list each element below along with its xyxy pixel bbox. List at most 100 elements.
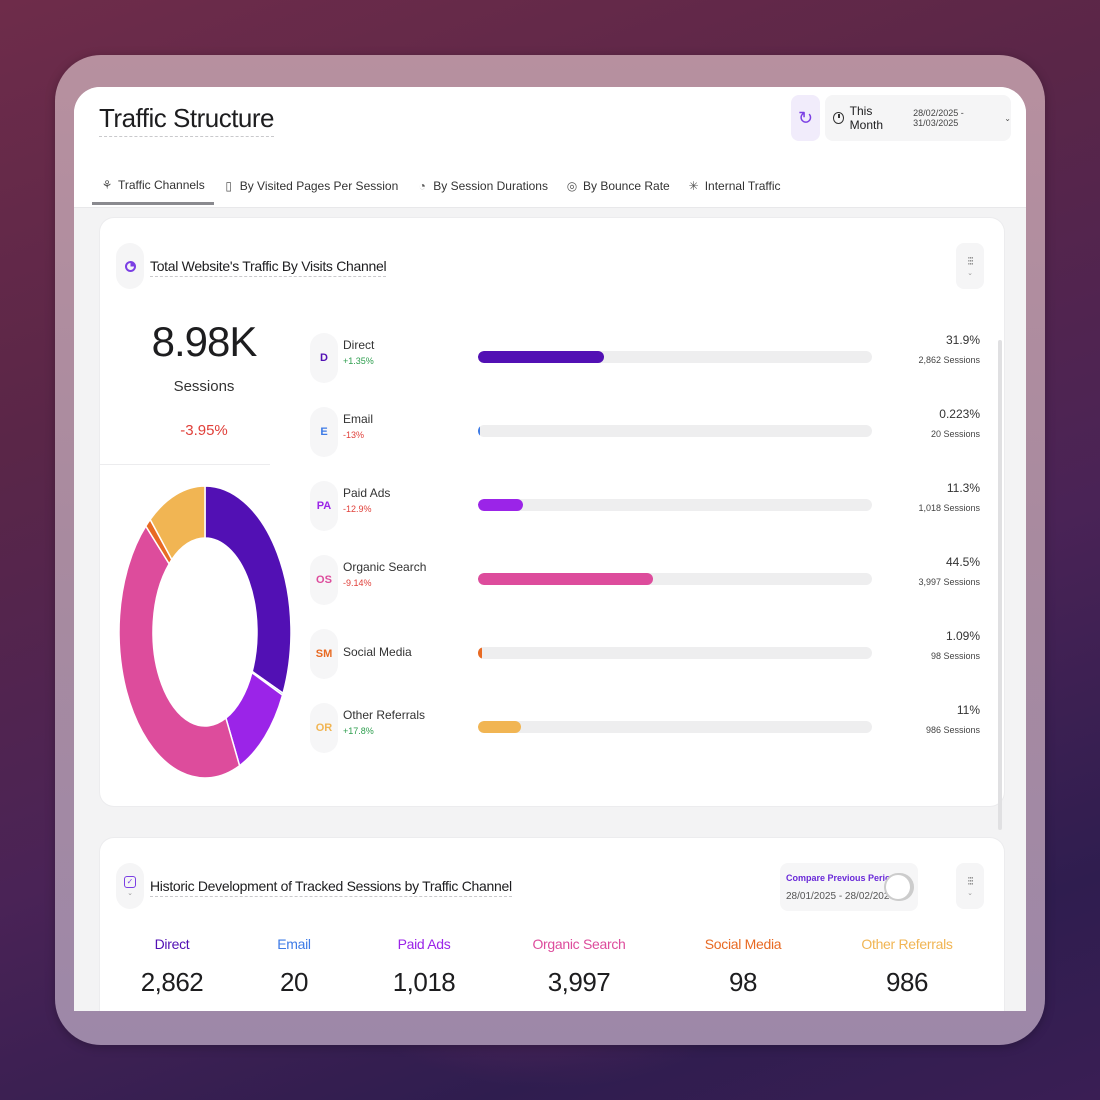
pages-icon: ▯ <box>225 179 233 193</box>
channel-percent: 1.09% <box>945 629 980 643</box>
channel-progress-track <box>478 499 872 511</box>
tab-traffic-channels[interactable]: ⚘ Traffic Channels <box>92 167 214 205</box>
tab-label: Internal Traffic <box>704 179 781 193</box>
channel-row: D Direct +1.35% 31.9% 2,862 Sessions <box>310 333 990 383</box>
channel-badge: PA <box>310 481 338 531</box>
channel-name: Organic Search <box>343 560 427 574</box>
settings-button[interactable]: ⫶⫶⫶ ⌄ <box>956 863 984 909</box>
timer-icon: ◔ <box>418 179 426 193</box>
donut-slice-other-referrals[interactable] <box>149 485 206 562</box>
channel-progress-fill <box>478 425 481 437</box>
line-chart-icon: ✓ <box>124 875 136 888</box>
summary-item: Other Referrals 986 <box>832 935 982 997</box>
card-icon-badge[interactable]: ✓ ⌄ <box>116 863 144 909</box>
date-range-dropdown[interactable]: This Month 28/02/2025 - 31/03/2025 ⌄ <box>825 95 1011 141</box>
channel-sessions: 2,862 Sessions <box>918 355 980 365</box>
channel-percent: 44.5% <box>945 555 980 569</box>
channel-badge: OR <box>310 703 338 753</box>
channel-donut-chart <box>118 485 292 779</box>
summary-channel-name: Other Referrals <box>861 936 953 952</box>
summary-channel-value: 98 <box>729 967 757 997</box>
tab-by-visited-pages-per-session[interactable]: ▯ By Visited Pages Per Session <box>214 167 408 205</box>
tab-by-session-durations[interactable]: ◔ By Session Durations <box>407 167 557 205</box>
tab-bar: ⚘ Traffic Channels ▯ By Visited Pages Per S… <box>92 167 790 208</box>
channel-percent: 0.223% <box>939 407 980 421</box>
clock-icon <box>833 112 844 124</box>
tab-by-bounce-rate[interactable]: ◎ By Bounce Rate <box>557 167 679 205</box>
channel-progress-track <box>478 351 872 363</box>
summary-channel-name: Email <box>277 936 311 952</box>
channel-sessions: 986 Sessions <box>925 725 980 735</box>
channel-percent: 11.3% <box>946 481 980 495</box>
channel-change: +1.35% <box>343 356 374 366</box>
channel-row: SM Social Media 1.09% 98 Sessions <box>310 629 990 679</box>
channel-badge: SM <box>310 629 338 679</box>
summary-channel-name: Direct <box>154 936 190 952</box>
refresh-icon: ↻ <box>797 107 814 128</box>
channel-progress-track <box>478 647 872 659</box>
channel-row: OR Other Referrals +17.8% 11% 986 Sessions <box>310 703 990 753</box>
scrollbar[interactable] <box>998 340 1002 830</box>
channel-progress-fill <box>478 647 483 659</box>
summary-item: Organic Search 3,997 <box>504 935 654 997</box>
channel-row: PA Paid Ads -12.9% 11.3% 1,018 Sessions <box>310 481 990 531</box>
summary-channel-value: 20 <box>280 967 308 997</box>
top-bar: Traffic Structure ↻ This Month 28/02/202… <box>74 87 1026 208</box>
tab-label: By Session Durations <box>433 179 548 193</box>
card-title: Total Website's Traffic By Visits Channe… <box>150 258 387 277</box>
channels-icon: ⚘ <box>101 177 113 192</box>
channel-badge: E <box>310 407 338 457</box>
channel-sessions: 20 Sessions <box>930 429 980 439</box>
channel-progress-fill <box>478 573 654 585</box>
channel-name: Direct <box>343 338 375 352</box>
summary-item: Direct 2,862 <box>97 935 247 997</box>
pie-chart-icon <box>124 260 136 272</box>
refresh-button[interactable]: ↻ <box>791 95 820 141</box>
summary-item: Social Media 98 <box>668 935 818 997</box>
channel-progress-track <box>478 721 872 733</box>
channel-badge: D <box>310 333 338 383</box>
card-icon-badge <box>116 243 144 289</box>
tab-internal-traffic[interactable]: ✳ Internal Traffic <box>679 167 790 205</box>
channel-change: -9.14% <box>343 578 372 588</box>
channel-progress-fill <box>478 351 604 363</box>
summary-channel-value: 2,862 <box>140 967 204 997</box>
channel-summary: Direct 2,862 Email 20 Paid Ads 1,018 Organic S… <box>100 935 1004 1007</box>
channel-name: Other Referrals <box>343 708 426 722</box>
compare-label: Compare Previous Period <box>786 873 897 883</box>
total-sessions-value: 8.98K <box>151 318 258 365</box>
channel-sessions: 98 Sessions <box>930 651 980 661</box>
channel-sessions: 3,997 Sessions <box>918 577 980 587</box>
chevron-down-icon: ⌄ <box>127 889 133 897</box>
toggle-knob <box>886 875 910 899</box>
channel-name: Email <box>343 412 374 426</box>
channel-change: -12.9% <box>343 504 372 514</box>
summary-item: Paid Ads 1,018 <box>349 935 499 997</box>
channel-percent: 31.9% <box>945 333 980 347</box>
sliders-icon: ⫶⫶⫶ <box>967 875 973 888</box>
channel-percent: 11% <box>956 703 980 717</box>
date-filter-range: 28/02/2025 - 31/03/2025 <box>913 108 964 128</box>
channel-progress-track <box>478 425 872 437</box>
internal-icon: ✳ <box>688 179 699 193</box>
channel-change: -13% <box>343 430 365 440</box>
card-title: Historic Development of Tracked Sessions… <box>150 878 512 897</box>
summary-channel-name: Paid Ads <box>397 936 451 952</box>
tab-label: Traffic Channels <box>118 177 205 192</box>
donut-slice-organic-search[interactable] <box>118 524 241 779</box>
tab-label: By Bounce Rate <box>582 179 670 193</box>
donut-slice-direct[interactable] <box>204 485 292 695</box>
summary-channel-value: 1,018 <box>392 967 456 997</box>
summary-channel-value: 3,997 <box>547 967 611 997</box>
channel-progress-fill <box>478 721 522 733</box>
historic-development-card: ✓ ⌄ Historic Development of Tracked Sess… <box>100 838 1004 1011</box>
channel-row: OS Organic Search -9.14% 44.5% 3,997 Session… <box>310 555 990 605</box>
channel-sessions: 1,018 Sessions <box>918 503 980 513</box>
bounce-icon: ◎ <box>566 179 578 193</box>
chevron-down-icon: ⌄ <box>967 889 973 897</box>
total-sessions-label: Sessions <box>173 378 235 395</box>
settings-button[interactable]: ⫶⫶⫶ ⌄ <box>956 243 984 289</box>
channel-name: Social Media <box>343 645 412 659</box>
tab-label: By Visited Pages Per Session <box>239 179 399 193</box>
compare-toggle[interactable] <box>884 873 914 901</box>
